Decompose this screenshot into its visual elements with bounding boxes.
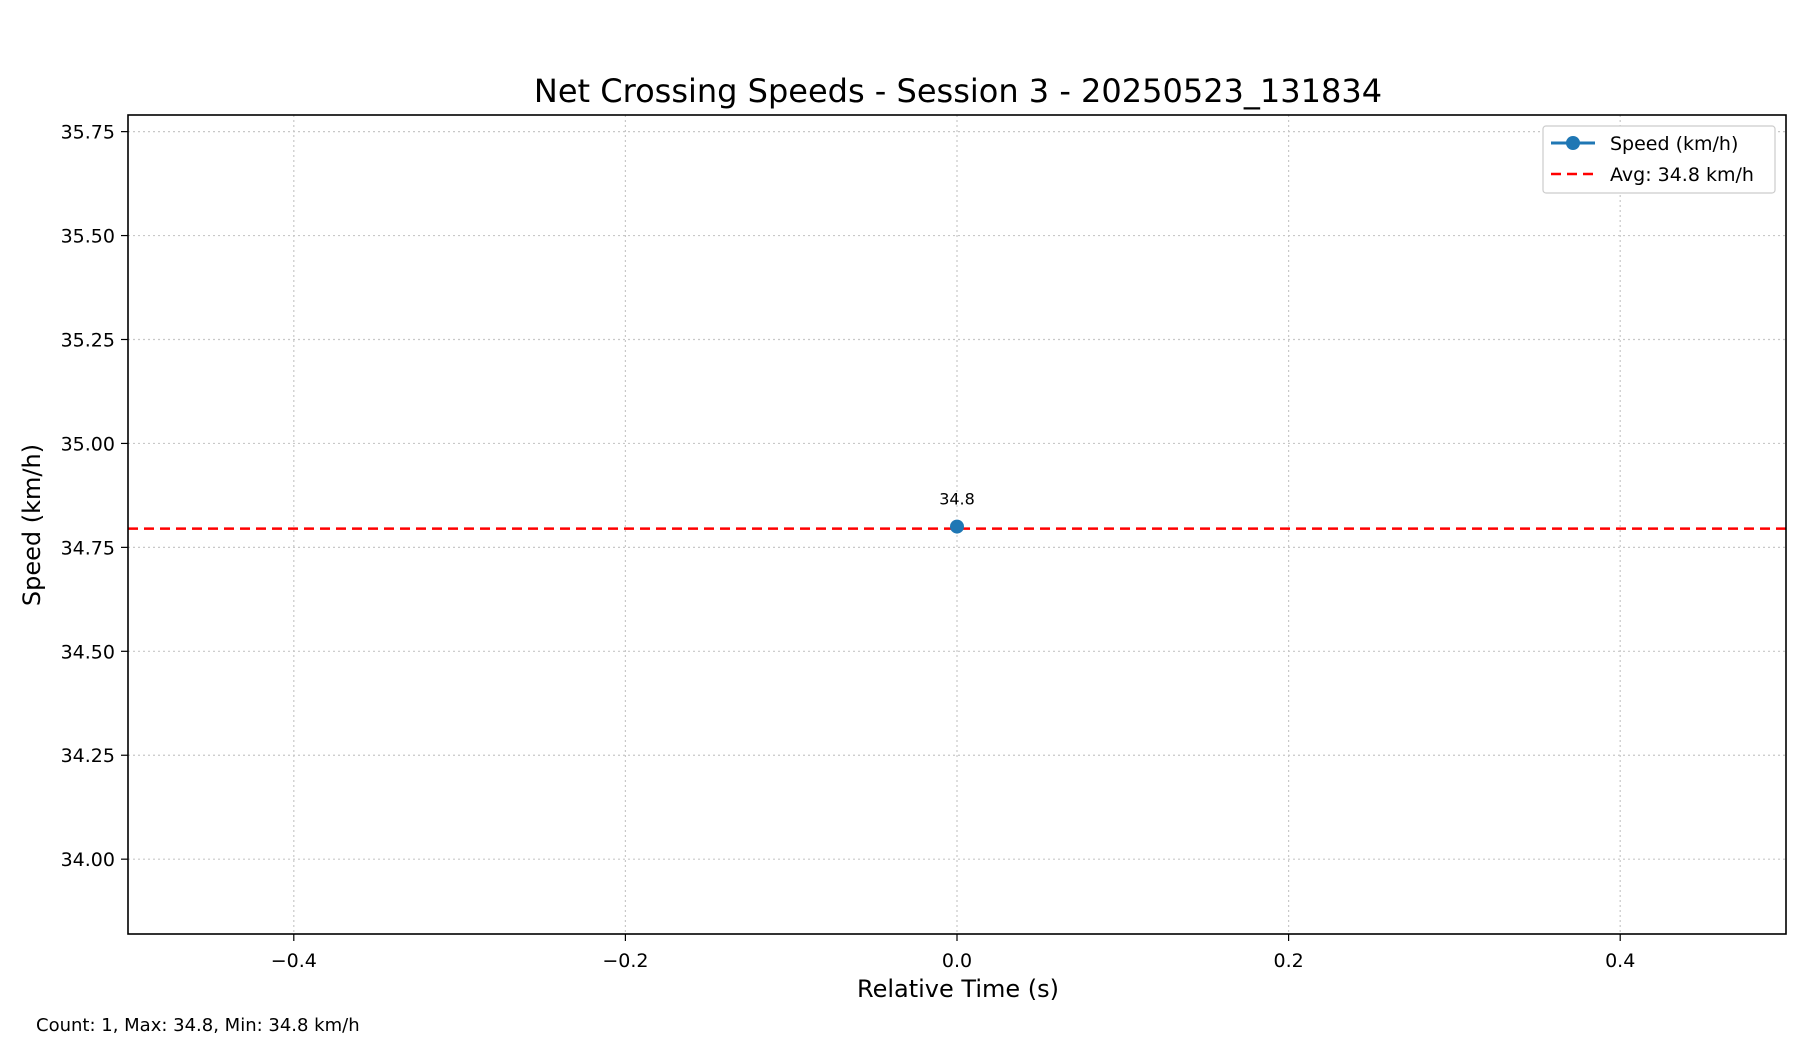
y-tick-label: 35.25 (61, 329, 115, 351)
y-tick-label: 34.50 (61, 641, 115, 663)
x-tick-label: 0.0 (942, 950, 972, 972)
stats-footer: Count: 1, Max: 34.8, Min: 34.8 km/h (36, 1015, 360, 1036)
x-axis-ticks: −0.4 −0.2 0.0 0.2 0.4 (271, 934, 1635, 972)
legend-label-avg: Avg: 34.8 km/h (1610, 164, 1754, 186)
y-tick-label: 35.50 (61, 226, 115, 248)
grid (128, 115, 1786, 934)
x-tick-label: −0.2 (602, 950, 648, 972)
x-tick-label: −0.4 (271, 950, 317, 972)
legend-label-speed: Speed (km/h) (1610, 133, 1738, 155)
y-tick-label: 34.25 (61, 745, 115, 767)
y-tick-label: 34.00 (61, 849, 115, 871)
y-axis-label: Speed (km/h) (18, 444, 46, 606)
y-axis-ticks: 34.00 34.25 34.50 34.75 35.00 35.25 35.50 35.75 (61, 122, 128, 871)
y-tick-label: 35.75 (61, 122, 115, 144)
data-label: 34.8 (939, 490, 975, 509)
x-axis-label: Relative Time (s) (857, 975, 1059, 1003)
x-tick-label: 0.2 (1273, 950, 1303, 972)
legend: Speed (km/h) Avg: 34.8 km/h (1542, 125, 1776, 194)
legend-marker-speed (1566, 136, 1580, 150)
y-tick-label: 34.75 (61, 537, 115, 559)
x-tick-label: 0.4 (1605, 950, 1635, 972)
legend-box (1542, 125, 1776, 194)
y-tick-label: 35.00 (61, 433, 115, 455)
chart-title: Net Crossing Speeds - Session 3 - 202505… (534, 72, 1382, 110)
data-point (950, 519, 964, 534)
series-layer: 34.8 (939, 490, 975, 534)
